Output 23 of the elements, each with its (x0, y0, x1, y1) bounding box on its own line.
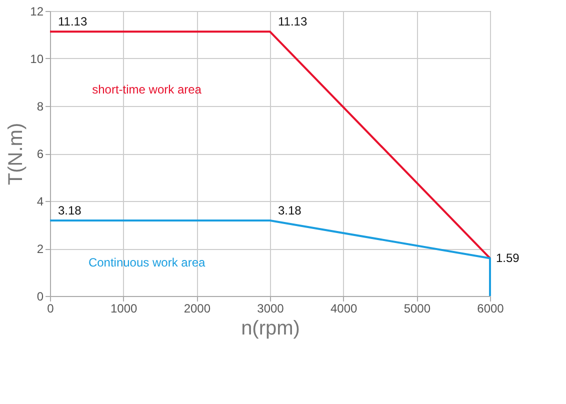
data-label: 11.13 (278, 14, 308, 29)
x-tick-label: 5000 (404, 302, 431, 316)
x-tick-label: 6000 (477, 302, 504, 316)
y-tick-label: 6 (36, 147, 44, 161)
x-tick-label: 0 (47, 302, 54, 316)
y-tick-label: 4 (36, 194, 44, 208)
y-tick-label: 10 (30, 52, 44, 66)
data-label: 3.18 (278, 203, 302, 218)
data-label: 1.59 (496, 251, 520, 266)
y-tick-label: 12 (30, 4, 44, 18)
x-tick-label: 3000 (257, 302, 284, 316)
x-tick-label: 2000 (184, 302, 211, 316)
y-tick-label: 2 (36, 242, 44, 256)
text: Continuous work area (88, 255, 206, 270)
x-tick-label: 1000 (110, 302, 138, 316)
y-tick-label: 8 (36, 100, 44, 114)
y-tick-label: 0 (36, 290, 44, 304)
y-axis-title: T(N.m) (5, 122, 28, 186)
data-label: 11.13 (58, 14, 88, 29)
x-tick-label: 4000 (330, 302, 358, 316)
text: short-time work area (92, 82, 202, 97)
x-axis-title: n(rpm) (241, 318, 300, 340)
data-label: 3.18 (58, 203, 82, 218)
